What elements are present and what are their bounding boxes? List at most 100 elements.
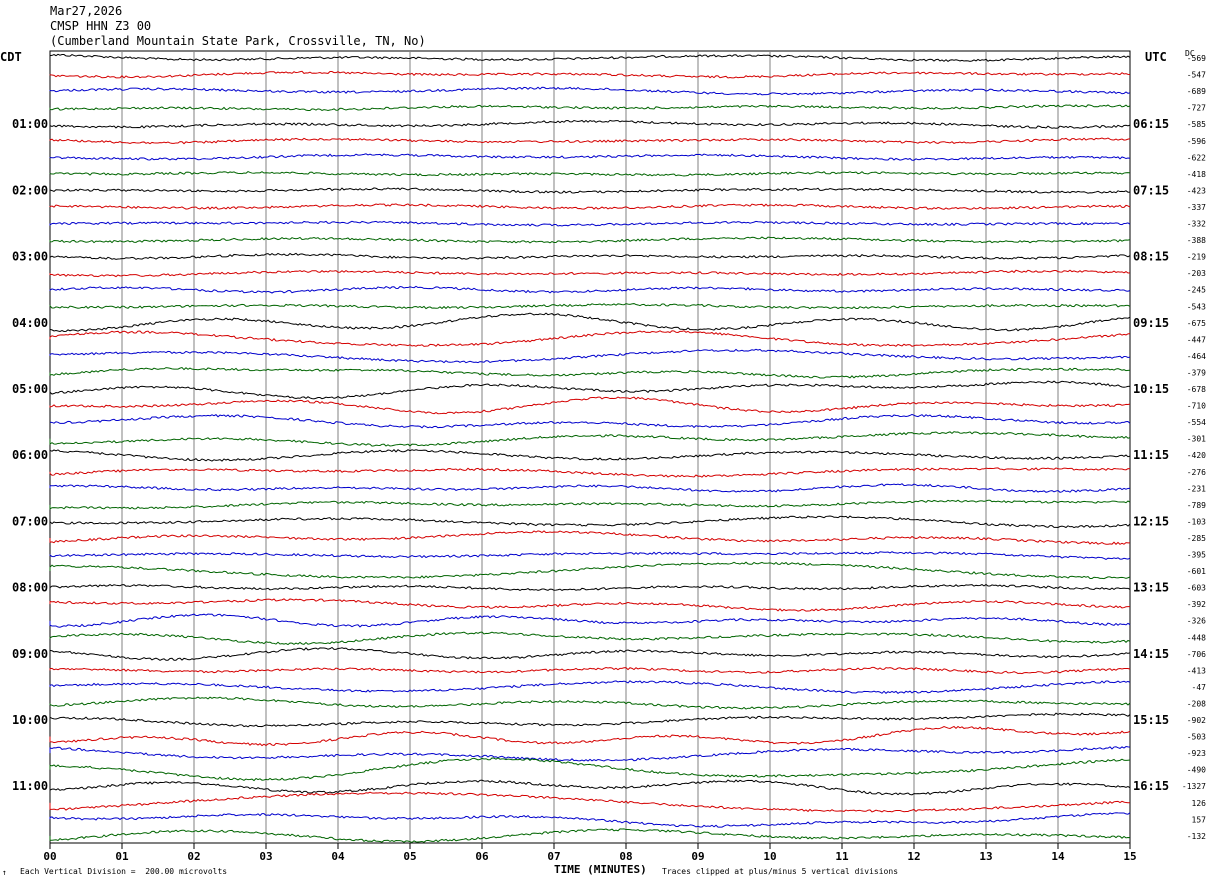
trace-line (49, 203, 1131, 210)
dc-offset-label: -490 (1187, 766, 1206, 775)
dc-offset-label: -413 (1187, 666, 1206, 675)
dc-offset-label: -388 (1187, 236, 1206, 245)
utc-time-label: 10:15 (1133, 382, 1169, 396)
x-tick-label: 12 (907, 850, 920, 863)
x-tick-label: 00 (43, 850, 56, 863)
trace-line (49, 779, 1131, 796)
dc-offset-label: -603 (1187, 584, 1206, 593)
dc-offset-label: -1327 (1182, 782, 1206, 791)
x-tick-label: 02 (187, 850, 200, 863)
dc-offset-label: -554 (1187, 418, 1206, 427)
dc-offset-label: -337 (1187, 203, 1206, 212)
x-tick-label: 11 (835, 850, 849, 863)
trace-line (49, 696, 1131, 710)
clip-note: Traces clipped at plus/minus 5 vertical … (662, 867, 899, 876)
dc-offset-label: -326 (1187, 617, 1206, 626)
local-time-label: 04:00 (12, 316, 48, 330)
dc-offset-label: -276 (1187, 468, 1206, 477)
trace-line (49, 269, 1131, 278)
trace-line (49, 646, 1131, 661)
dc-offset-label: -547 (1187, 71, 1206, 80)
x-tick-label: 13 (979, 850, 992, 863)
utc-time-label: 16:15 (1133, 779, 1169, 793)
dc-offset-label: -395 (1187, 551, 1206, 560)
dc-offset-label: -420 (1187, 451, 1206, 460)
trace-line (49, 431, 1131, 447)
trace-line (49, 236, 1131, 244)
trace-line (49, 561, 1131, 580)
utc-time-label: 14:15 (1133, 647, 1169, 661)
x-tick-label: 01 (115, 850, 129, 863)
trace-line (49, 631, 1131, 646)
trace-line (49, 366, 1131, 379)
trace-line (49, 515, 1131, 529)
dc-offset-label: -902 (1187, 716, 1206, 725)
trace-line (49, 613, 1131, 628)
trace-line (49, 413, 1131, 429)
dc-offset-label: -418 (1187, 170, 1206, 179)
dc-offset-label: -245 (1187, 286, 1206, 295)
dc-offset-label: -622 (1187, 153, 1206, 162)
utc-time-label: 06:15 (1133, 117, 1169, 131)
trace-line (49, 104, 1131, 112)
dc-offset-label: -706 (1187, 650, 1206, 659)
trace-line (49, 499, 1131, 510)
dc-offset-label: -678 (1187, 385, 1206, 394)
trace-line (49, 119, 1131, 129)
x-tick-label: 15 (1123, 850, 1136, 863)
trace-line (49, 746, 1131, 762)
trace-line (49, 828, 1131, 843)
local-time-label: 10:00 (12, 713, 48, 727)
dc-offset-label: -332 (1187, 220, 1206, 229)
dc-offset-label: -285 (1187, 534, 1206, 543)
dc-offset-label: -231 (1187, 484, 1206, 493)
dc-offset-label: -219 (1187, 253, 1206, 262)
trace-line (49, 380, 1131, 400)
local-time-label: 07:00 (12, 514, 48, 528)
trace-line (49, 330, 1131, 347)
x-tick-label: 03 (259, 850, 272, 863)
local-time-label: 08:00 (12, 581, 48, 595)
local-time-label: 01:00 (12, 117, 48, 131)
dc-offset-label: -585 (1187, 120, 1206, 129)
trace-line (49, 396, 1131, 415)
trace-line (49, 551, 1131, 560)
dc-offset-label: -543 (1187, 302, 1206, 311)
trace-line (49, 70, 1131, 79)
x-axis-title: TIME (MINUTES) (554, 863, 647, 876)
dc-offset-label: -503 (1187, 733, 1206, 742)
local-time-label: 06:00 (12, 448, 48, 462)
dc-offset-label: -464 (1187, 352, 1206, 361)
trace-line (49, 252, 1131, 260)
trace-line (49, 725, 1131, 747)
header-date: Mar27,2026 (50, 4, 123, 18)
dc-offset-label: -569 (1187, 54, 1206, 63)
utc-time-label: 07:15 (1133, 183, 1169, 197)
dc-offset-label: -789 (1187, 501, 1206, 510)
trace-line (49, 757, 1131, 782)
trace-line (49, 303, 1131, 310)
dc-offset-label: -923 (1187, 749, 1206, 758)
utc-time-label: 12:15 (1133, 514, 1169, 528)
local-time-label: 05:00 (12, 382, 48, 396)
trace-line (49, 483, 1131, 493)
trace-line (49, 598, 1131, 612)
trace-line (49, 137, 1131, 145)
dc-offset-label: -208 (1187, 699, 1206, 708)
dc-offset-label: -447 (1187, 335, 1206, 344)
x-tick-label: 09 (691, 850, 704, 863)
trace-line (49, 153, 1131, 161)
dc-offset-label: -710 (1187, 402, 1206, 411)
trace-line (49, 812, 1131, 828)
x-tick-label: 06 (475, 850, 489, 863)
trace-line (49, 712, 1131, 728)
scale-note: Each Vertical Division = 200.00 microvol… (20, 867, 228, 876)
trace-line (49, 530, 1131, 545)
local-time-label: 09:00 (12, 647, 48, 661)
dc-offset-label: -379 (1187, 368, 1206, 377)
right-axis-label: UTC (1145, 50, 1167, 64)
dc-offset-label: 157 (1192, 815, 1207, 824)
dc-offset-label: -675 (1187, 319, 1206, 328)
x-tick-label: 05 (403, 850, 416, 863)
